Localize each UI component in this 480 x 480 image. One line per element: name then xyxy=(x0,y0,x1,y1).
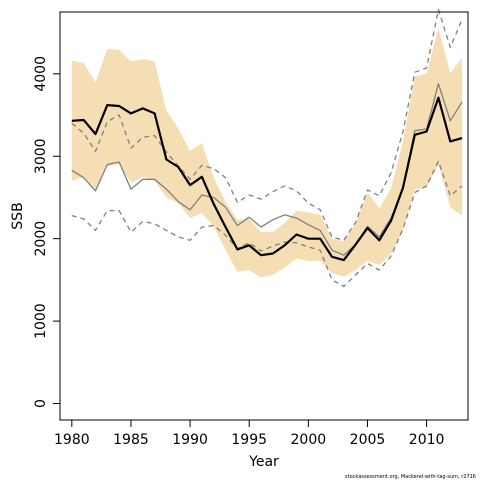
confidence-band xyxy=(71,27,463,278)
series-line-estimate xyxy=(71,96,463,262)
x-tick-label: 2000 xyxy=(291,432,327,448)
x-axis: 1980 1985 1990 1995 2000 2005 2010 xyxy=(54,419,445,448)
series-lines xyxy=(71,8,463,288)
confidence-band-area xyxy=(71,27,463,278)
x-tick-label: 1995 xyxy=(231,432,267,448)
source-footer: stockassessment.org, Mackerel-with-tag-s… xyxy=(345,474,476,480)
series-line-comparison-upper xyxy=(71,8,463,241)
y-tick-label: 0 xyxy=(33,399,49,408)
y-tick-label: 1000 xyxy=(33,303,49,339)
y-tick-label: 2000 xyxy=(33,221,49,257)
x-tick-label: 2010 xyxy=(409,432,445,448)
x-tick-label: 1980 xyxy=(54,432,90,448)
x-axis-title: Year xyxy=(248,454,279,470)
series-line-comparison-lower xyxy=(71,160,463,288)
y-tick-label: 3000 xyxy=(33,138,49,174)
y-axis: 0 1000 2000 3000 4000 xyxy=(33,56,61,408)
x-tick-label: 2005 xyxy=(350,432,386,448)
x-tick-label: 1990 xyxy=(172,432,208,448)
x-tick-label: 1985 xyxy=(113,432,149,448)
y-axis-title: SSB xyxy=(10,202,26,229)
y-tick-label: 4000 xyxy=(33,56,49,92)
